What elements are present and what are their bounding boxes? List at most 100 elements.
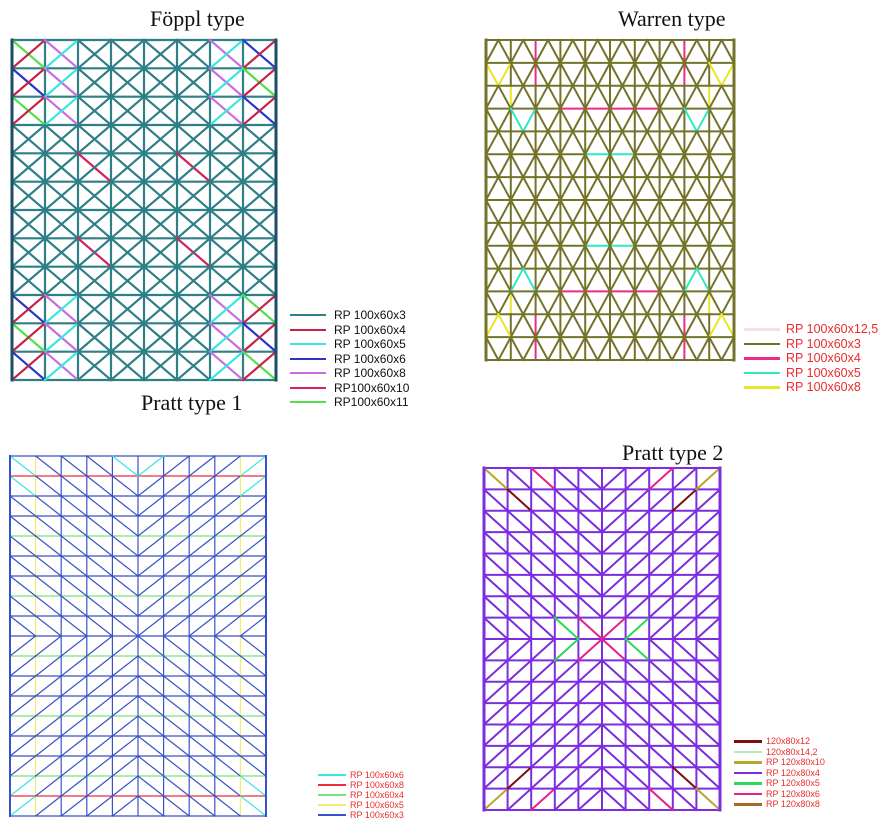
truss-member [608,198,624,225]
truss-member [576,637,604,662]
truss-member [529,573,557,598]
truss-member [633,38,649,65]
truss-member [553,701,580,726]
truss-member [109,123,146,155]
truss-member [213,455,242,477]
truss-member [9,795,37,817]
truss-member [608,267,624,293]
truss-member [671,637,698,662]
truss-member [596,107,612,133]
truss-member [633,221,649,248]
legend-label: RP100x60x10 [334,380,410,395]
truss-member [482,658,510,684]
truss-member [596,267,612,293]
truss-member [482,530,510,555]
truss-member [583,244,599,270]
truss-member [497,290,513,316]
truss-member [175,123,212,155]
truss-member [60,455,88,477]
truss-member [76,180,113,212]
truss-member [34,715,63,737]
truss-member [658,198,674,225]
truss-member [670,290,686,316]
truss-member [529,466,557,491]
truss-member [10,151,47,184]
truss-member [484,335,500,362]
truss-member [85,555,114,577]
legend-swatch [290,372,326,375]
truss-member [695,244,711,270]
legend-swatch [744,342,780,345]
legend-label: RP 120x80x6 [766,788,820,799]
truss-member [9,635,37,657]
truss-member [600,616,628,641]
truss-member [482,552,510,577]
truss-member [534,61,550,88]
truss-member [506,765,533,791]
truss-member [208,66,245,99]
legend-item: RP 100x60x5 [744,366,878,381]
legend-swatch [290,386,326,389]
legend-label: RP 100x60x5 [334,337,406,352]
truss-member [694,487,722,513]
truss-member [534,38,550,65]
truss-member [695,152,711,179]
truss-member [34,775,63,797]
truss-member [600,637,628,662]
truss-member [658,312,674,339]
truss-member [213,655,242,677]
truss-member [162,715,191,737]
legend-swatch [318,784,346,786]
truss-member [497,335,513,362]
truss-member [534,130,550,156]
truss-member [208,293,245,325]
truss-member [509,61,525,88]
truss-member [624,552,651,577]
truss-member [559,38,575,65]
truss-member [521,198,537,225]
truss-member [484,221,500,248]
truss-member [111,775,139,797]
truss-member [241,293,278,325]
truss-member [576,701,604,726]
truss-member [111,455,139,477]
truss-member [162,795,191,817]
truss-member [559,312,575,339]
truss-member [137,635,165,657]
truss-member [633,312,649,339]
warren-legend: RP 100x60x12,5 RP 100x60x3 RP 100x60x4 RP 1… [744,322,878,395]
truss-member [624,744,651,769]
truss-member [621,290,637,316]
truss-member [241,180,278,212]
truss-member [241,265,278,297]
truss-member [707,290,723,316]
truss-member [633,84,649,110]
truss-member [60,775,88,797]
truss-member [633,335,649,362]
truss-member [624,594,651,620]
truss-member [559,107,575,133]
truss-member [34,455,63,477]
legend-swatch [318,774,346,776]
truss-member [670,267,686,293]
truss-member [633,130,649,156]
legend-label: RP 100x60x3 [786,336,861,351]
truss-member [175,208,212,240]
legend-swatch [318,814,346,816]
truss-member [683,221,699,248]
truss-member [624,530,651,555]
truss-member [43,180,80,212]
truss-member [647,466,675,491]
truss-member [497,152,513,179]
truss-member [720,61,736,88]
truss-member [521,290,537,316]
truss-member [85,795,114,817]
legend-swatch [290,314,326,317]
legend-label: RP 100x60x6 [350,770,404,780]
truss-member [188,615,216,637]
legend-item: RP 100x60x8 [290,366,409,381]
truss-member [85,575,114,597]
legend-item: RP 100x60x3 [290,308,409,323]
truss-member [621,152,637,179]
truss-member [720,107,736,133]
